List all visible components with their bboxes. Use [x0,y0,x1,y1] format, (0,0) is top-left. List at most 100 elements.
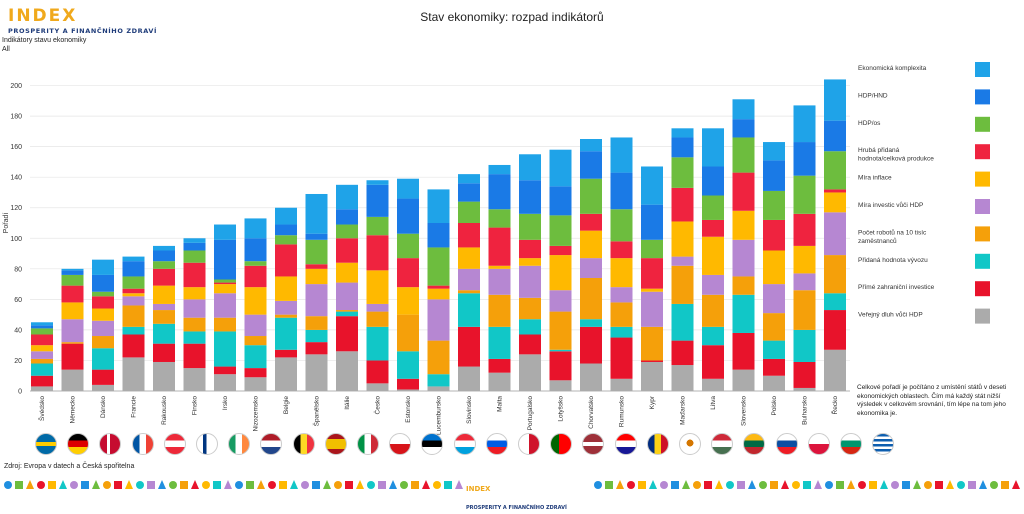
filter-select[interactable]: All [2,46,10,53]
decoration-shape [803,481,811,489]
bar-segment [244,287,267,315]
bar-segment [305,239,328,265]
bar-segment [366,360,389,384]
bar-segment [61,270,84,275]
decoration-shape [257,480,265,489]
bar-segment [122,357,145,391]
legend-label: Hrubá přidaná hodnota/celková produkce [858,147,934,163]
flag-icon [646,433,669,455]
bar-segment [31,322,53,326]
decoration-shape [715,480,723,489]
bar-segment [275,317,297,350]
bar-segment [336,310,358,312]
y-tick-label: 100 [10,236,22,243]
decoration-shape [191,480,199,489]
bar-segment [641,326,663,361]
bar-segment [244,314,267,337]
bar-segment [610,137,633,173]
y-tick-label: 80 [14,266,22,273]
bar-segment [732,210,755,240]
bar-segment [366,326,389,361]
bar-segment [488,268,511,295]
bar-segment [549,245,572,256]
bar-segment [702,219,724,237]
decoration-shape [836,481,844,489]
bar-segment [519,213,541,240]
bar-segment [275,357,297,391]
decoration-shape [356,480,364,489]
bar-segment [580,230,602,259]
bar-segment [397,378,419,390]
bar-segment [702,378,724,391]
flag-icon [163,433,186,455]
legend-label: Míra investic vůči HDP [858,201,923,209]
bar-segment [305,268,328,285]
x-tick-label: Španělsko [312,396,321,427]
bar-segment [214,224,236,240]
y-tick-label: 120 [10,205,22,212]
bar-segment [427,374,450,387]
index-logo: INDEX PROSPERITY A FINANČNÍHO ZDRAVÍ [8,6,157,35]
bar-segment [275,314,297,318]
bar-segment [153,303,175,311]
decoration-shape [979,480,987,489]
bar-segment [793,245,816,274]
bar-segment [763,284,785,314]
bar-segment [488,326,511,359]
bar-segment [122,334,145,358]
decoration-shape [4,481,12,489]
legend-swatch [975,144,990,160]
bar-segment [336,316,358,352]
bar-segment [122,326,145,335]
legend-swatch [975,253,990,269]
flag-icon [67,433,90,455]
bar-segment [366,216,389,236]
bar-segment [824,120,846,152]
decoration-shape [781,480,789,489]
bar-segment [763,340,785,359]
legend-label: Přidaná hodnota vývozu [858,257,928,264]
decoration-shape [158,480,166,489]
bar-segment [519,239,541,259]
decoration-shape [301,481,309,489]
bar-segment [336,262,358,283]
decoration-shape [444,481,452,489]
bar-segment [183,299,206,318]
decoration-shape [224,480,232,489]
bar-segment [244,377,267,391]
decoration-shape [891,481,899,489]
legend-swatch [975,89,990,105]
x-tick-label: Rakousko [161,396,168,425]
bar-segment [549,380,572,391]
flag-icon [99,433,122,455]
bar-segment [31,386,53,391]
legend-label: HDP/os [858,120,881,127]
flag-icon [807,433,830,455]
bar-segment [275,224,297,236]
bar-segment [793,142,816,176]
bar-segment [427,189,450,223]
bar-segment [336,184,358,210]
bar-segment [31,363,53,376]
bar-segment [824,192,846,213]
x-tick-label: Maďarsko [680,396,687,425]
y-tick-label: 60 [14,297,22,304]
flag-icon [389,433,412,455]
bar-segment [641,291,663,327]
bar-segment [61,285,84,303]
decoration-shape [638,481,646,489]
bar-segment [397,178,419,199]
decoration-shape [147,481,155,489]
bar-segment [488,265,511,269]
bar-segment [183,250,206,263]
flag-icon [679,433,701,455]
bar-segment [824,310,846,350]
bar-segment [702,294,724,327]
bar-segment [610,337,633,379]
bar-segment [763,375,785,391]
legend-label: Míra inflace [858,175,892,182]
bar-segment [275,207,297,225]
bar-segment [366,383,389,391]
decoration-shape [70,481,78,489]
bar-segment [366,270,389,304]
